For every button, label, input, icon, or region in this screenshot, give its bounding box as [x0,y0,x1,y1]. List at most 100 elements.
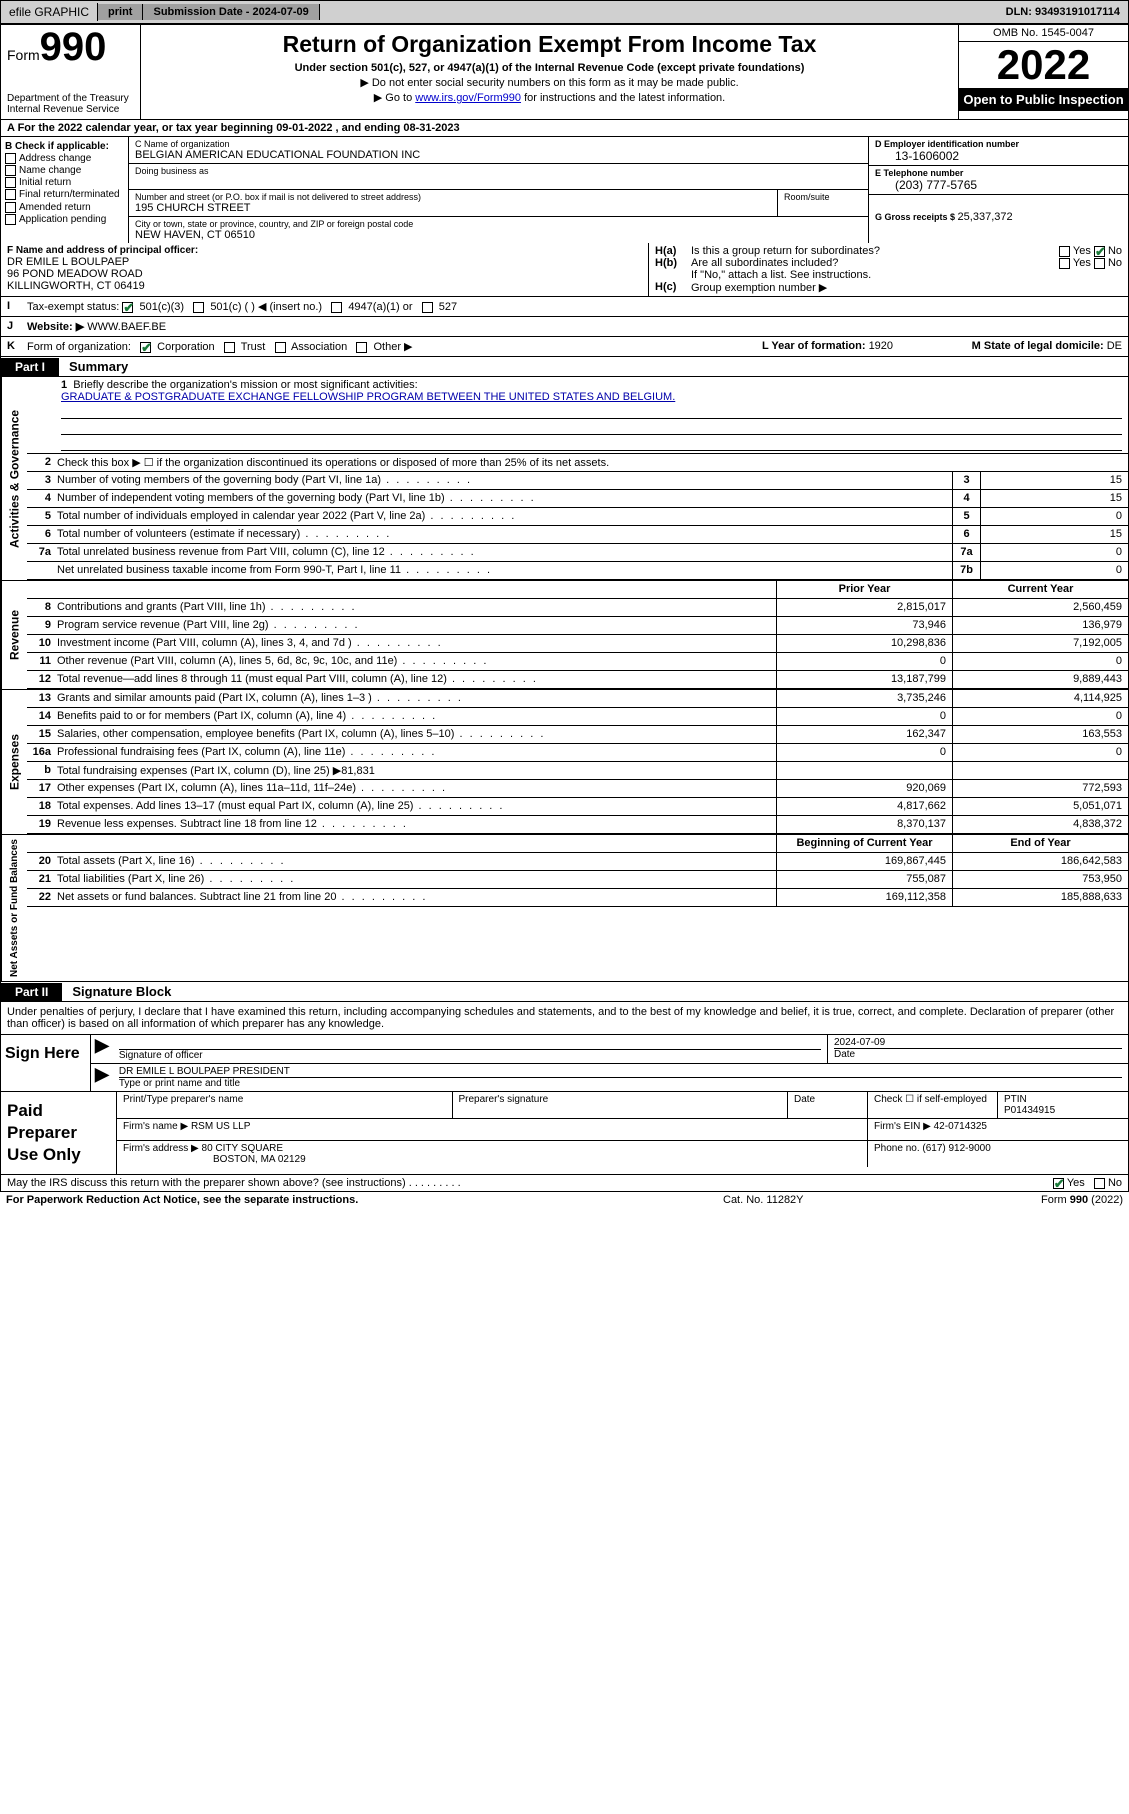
prep-self-emp: Check ☐ if self-employed [868,1092,998,1118]
rev-row: 8Contributions and grants (Part VIII, li… [27,599,1128,617]
chk-initial-return[interactable]: Initial return [5,177,124,188]
chk-amended-return[interactable]: Amended return [5,202,124,213]
instructions-link[interactable]: www.irs.gov/Form990 [415,92,521,104]
chk-trust[interactable] [224,342,235,353]
form-note-2: ▶ Go to www.irs.gov/Form990 for instruct… [149,91,950,104]
rev-row: 9Program service revenue (Part VIII, lin… [27,617,1128,635]
net-row: 21Total liabilities (Part X, line 26)755… [27,871,1128,889]
side-expenses: Expenses [1,690,27,834]
chk-501c3[interactable] [122,302,133,313]
rev-row: 12Total revenue—add lines 8 through 11 (… [27,671,1128,689]
rev-row: 11Other revenue (Part VIII, column (A), … [27,653,1128,671]
section-expenses: Expenses 13Grants and similar amounts pa… [0,689,1129,834]
prep-name-hdr: Print/Type preparer's name [117,1092,453,1118]
side-net-assets: Net Assets or Fund Balances [1,835,27,981]
exp-row: 16aProfessional fundraising fees (Part I… [27,744,1128,762]
gov-row: 7aTotal unrelated business revenue from … [27,544,1128,562]
net-row: 22Net assets or fund balances. Subtract … [27,889,1128,907]
firm-ein: Firm's EIN ▶ 42-0714325 [868,1119,1128,1140]
sign-here-label: Sign Here [1,1035,91,1091]
street-row: Number and street (or P.O. box if mail i… [129,190,868,217]
tax-year: 2022 [959,42,1128,88]
chk-527[interactable] [422,302,433,313]
state-domicile: M State of legal domicile: DE [972,340,1122,353]
chk-501c[interactable] [193,302,204,313]
part1-header: Part I Summary [0,357,1129,377]
firm-name: Firm's name ▶ RSM US LLP [117,1119,868,1140]
gov-row: 6Total number of volunteers (estimate if… [27,526,1128,544]
exp-row: 19Revenue less expenses. Subtract line 1… [27,816,1128,834]
header-center: Return of Organization Exempt From Incom… [141,25,958,119]
officer-signature: Signature of officer [113,1035,828,1063]
sign-here-block: Sign Here ▶ Signature of officer 2024-07… [0,1035,1129,1092]
exp-row: 13Grants and similar amounts paid (Part … [27,690,1128,708]
gov-row: 5Total number of individuals employed in… [27,508,1128,526]
group-return: H(a) Is this a group return for subordin… [648,243,1128,296]
section-revenue: Revenue Prior Year Current Year 8Contrib… [0,580,1129,689]
room-cell: Room/suite [778,190,868,216]
dept-label: Department of the Treasury Internal Reve… [7,93,134,115]
discuss-row: May the IRS discuss this return with the… [0,1175,1129,1192]
print-button[interactable]: print [98,4,143,20]
row-a-tax-year: A For the 2022 calendar year, or tax yea… [0,120,1129,137]
firm-phone: Phone no. (617) 912-9000 [868,1141,1128,1167]
open-inspection-badge: Open to Public Inspection [959,88,1128,111]
chk-address-change[interactable]: Address change [5,153,124,164]
part2-header: Part II Signature Block [0,982,1129,1002]
form-subtitle: Under section 501(c), 527, or 4947(a)(1)… [149,62,950,74]
section-governance: Activities & Governance 1 Briefly descri… [0,377,1129,580]
exp-row: 17Other expenses (Part IX, column (A), l… [27,780,1128,798]
chk-association[interactable] [275,342,286,353]
principal-officer: F Name and address of principal officer:… [1,243,648,296]
row-j-website: J Website: ▶ WWW.BAEF.BE [0,317,1129,337]
form-id: Form 990 [7,29,134,65]
col-b-checkboxes: B Check if applicable: Address change Na… [1,137,129,243]
year-formation: L Year of formation: 1920 [762,340,972,353]
row-k-form-org: K Form of organization: Corporation Trus… [0,337,1129,357]
block-fh: F Name and address of principal officer:… [0,243,1129,297]
submission-date: Submission Date - 2024-07-09 [143,4,319,20]
declaration-text: Under penalties of perjury, I declare th… [0,1002,1129,1035]
chk-4947[interactable] [331,302,342,313]
b-header: B Check if applicable: [5,141,124,152]
chk-name-change[interactable]: Name change [5,165,124,176]
phone-cell: E Telephone number (203) 777-5765 [869,166,1128,195]
chk-application-pending[interactable]: Application pending [5,214,124,225]
col-c-org-info: C Name of organization BELGIAN AMERICAN … [129,137,868,243]
gov-row: 4Number of independent voting members of… [27,490,1128,508]
org-name-cell: C Name of organization BELGIAN AMERICAN … [129,137,868,164]
exp-row: 15Salaries, other compensation, employee… [27,726,1128,744]
chk-corporation[interactable] [140,342,151,353]
exp-row: 14Benefits paid to or for members (Part … [27,708,1128,726]
sig-arrow-icon: ▶ [91,1035,113,1063]
dln: DLN: 93493191017114 [998,4,1128,20]
net-header: Beginning of Current Year End of Year [27,835,1128,853]
rev-row: 10Investment income (Part VIII, column (… [27,635,1128,653]
header-left: Form 990 Department of the Treasury Inte… [1,25,141,119]
gov-row: 3Number of voting members of the governi… [27,472,1128,490]
header-right: OMB No. 1545-0047 2022 Open to Public In… [958,25,1128,119]
net-row: 20Total assets (Part X, line 16)169,867,… [27,853,1128,871]
chk-discuss-yes[interactable] [1053,1178,1064,1189]
chk-final-return[interactable]: Final return/terminated [5,189,124,200]
page-footer: For Paperwork Reduction Act Notice, see … [0,1192,1129,1208]
paid-preparer-block: Paid Preparer Use Only Print/Type prepar… [0,1092,1129,1175]
col-d-ein-phone: D Employer identification number 13-1606… [868,137,1128,243]
ha-yn: Yes No [1002,245,1122,257]
dba-cell: Doing business as [129,164,868,190]
gov-row: Net unrelated business taxable income fr… [27,562,1128,580]
omb-number: OMB No. 1545-0047 [959,25,1128,42]
exp-row: 18Total expenses. Add lines 13–17 (must … [27,798,1128,816]
prep-date-hdr: Date [788,1092,868,1118]
section-net-assets: Net Assets or Fund Balances Beginning of… [0,834,1129,982]
chk-other[interactable] [356,342,367,353]
block-bcd: B Check if applicable: Address change Na… [0,137,1129,243]
officer-name: DR EMILE L BOULPAEP PRESIDENT Type or pr… [113,1064,1128,1091]
paid-preparer-label: Paid Preparer Use Only [1,1092,117,1174]
form-header: Form 990 Department of the Treasury Inte… [0,24,1129,120]
firm-address: Firm's address ▶ 80 CITY SQUARE BOSTON, … [117,1141,868,1167]
street-cell: Number and street (or P.O. box if mail i… [129,190,778,216]
chk-discuss-no[interactable] [1094,1178,1105,1189]
exp-row: bTotal fundraising expenses (Part IX, co… [27,762,1128,780]
mission-row: 1 Briefly describe the organization's mi… [27,377,1128,454]
